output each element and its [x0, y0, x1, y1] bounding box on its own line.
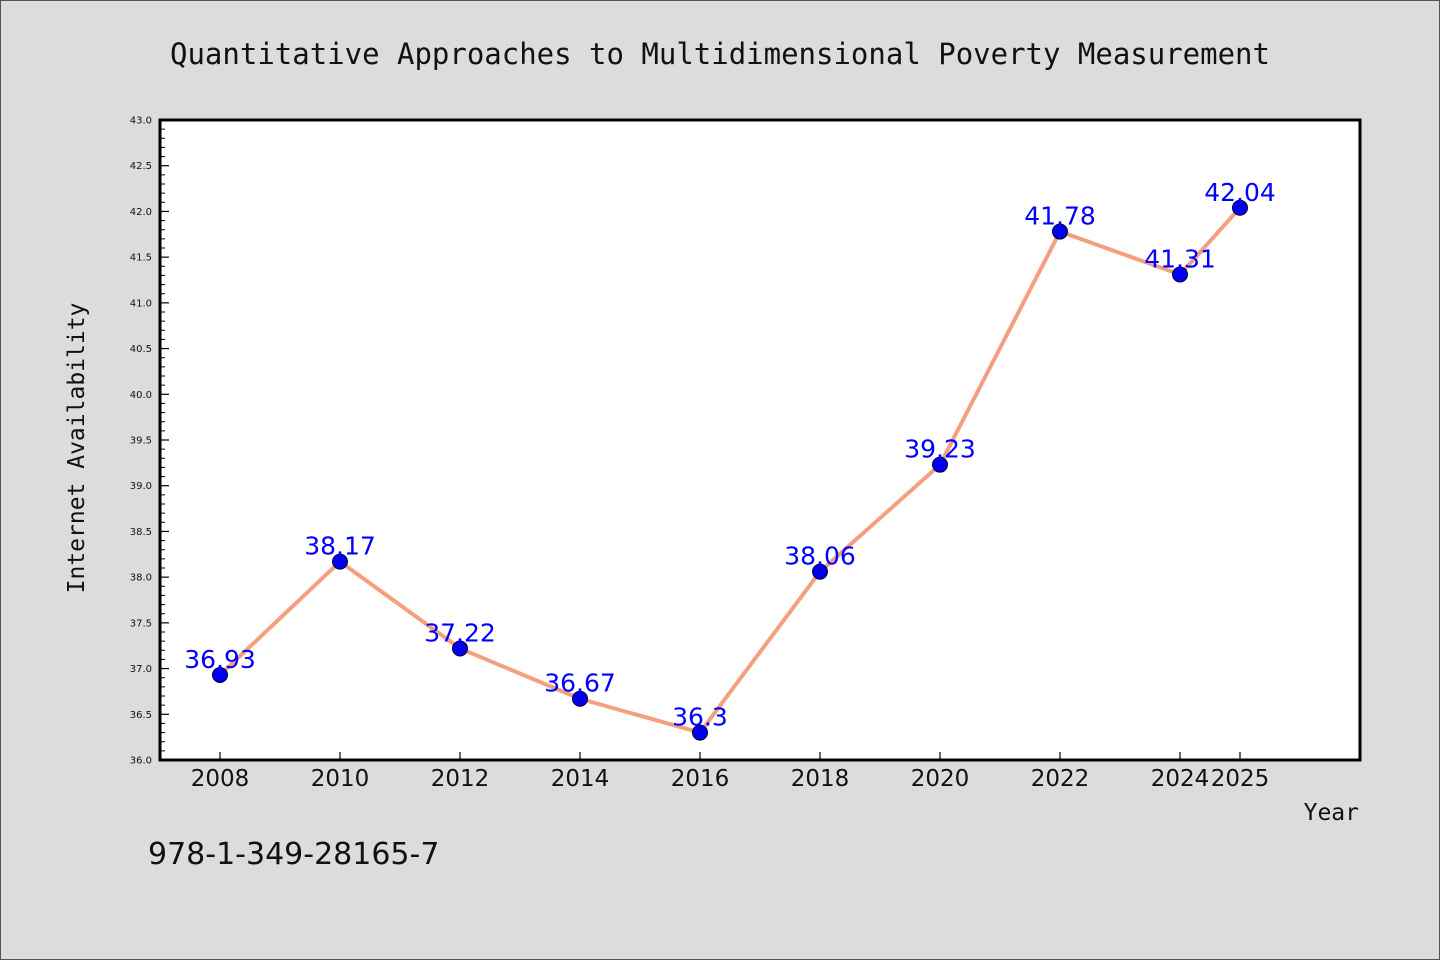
data-label: 38.06	[784, 542, 856, 571]
data-labels: 36.93 38.17 37.22 36.67 36.3 38.06 39.23 41.78 4…	[184, 178, 1276, 732]
y-tick-label: 37.0	[130, 664, 152, 675]
data-point	[332, 553, 348, 570]
isbn-text: 978-1-349-28165-7	[148, 837, 439, 872]
y-tick-label: 36.0	[130, 756, 152, 767]
y-tick-label: 39.5	[130, 436, 152, 447]
y-tick-label: 43.0	[130, 116, 152, 127]
x-tick-label: 2024	[1151, 766, 1210, 792]
plot-border	[158, 118, 1362, 762]
data-label: 37.22	[424, 618, 496, 647]
x-axis-ticks: 2008 2010 2012 2014 2016 2018 2020 2022 2024 2025	[191, 752, 1270, 792]
y-tick-label: 38.5	[130, 527, 152, 538]
y-tick-label: 42.5	[130, 161, 152, 172]
data-point	[212, 666, 228, 683]
y-tick-label: 40.5	[130, 344, 152, 355]
y-tick-label: 38.0	[130, 573, 152, 584]
data-point	[692, 724, 708, 741]
x-tick-label: 2018	[791, 766, 850, 792]
y-tick-label: 41.0	[130, 298, 152, 309]
data-point	[1172, 266, 1188, 283]
data-label: 41.31	[1144, 245, 1216, 274]
data-label: 36.67	[544, 669, 616, 698]
y-tick-label: 41.5	[130, 253, 152, 264]
x-tick-label: 2012	[431, 766, 490, 792]
data-label: 39.23	[904, 435, 976, 464]
x-tick-label: 2010	[311, 766, 370, 792]
y-axis-label: Internet Availability	[64, 303, 90, 594]
data-label: 42.04	[1204, 178, 1276, 207]
data-point	[932, 456, 948, 473]
data-label: 38.17	[304, 532, 376, 561]
y-tick-label: 36.5	[130, 710, 152, 721]
data-point	[572, 690, 588, 707]
data-point	[1232, 199, 1248, 216]
plot-area	[160, 120, 1360, 760]
x-tick-label: 2008	[191, 766, 250, 792]
x-tick-label: 2020	[911, 766, 970, 792]
data-series	[212, 199, 1248, 741]
x-tick-label: 2022	[1031, 766, 1090, 792]
y-tick-label: 42.0	[130, 207, 152, 218]
data-label: 41.78	[1024, 202, 1096, 231]
y-tick-label: 37.5	[130, 618, 152, 629]
chart-title: Quantitative Approaches to Multidimensio…	[170, 37, 1270, 71]
data-label: 36.93	[184, 645, 256, 674]
data-point	[1052, 223, 1068, 240]
x-axis-label: Year	[1304, 800, 1359, 826]
series-line	[218, 206, 1242, 735]
y-tick-label: 39.0	[130, 481, 152, 492]
data-label: 36.3	[672, 703, 728, 732]
x-tick-label: 2016	[671, 766, 730, 792]
x-tick-label: 2014	[551, 766, 610, 792]
x-tick-label: 2025	[1211, 766, 1270, 792]
y-tick-label: 40.0	[130, 390, 152, 401]
data-point	[812, 563, 828, 580]
data-point	[452, 640, 468, 657]
